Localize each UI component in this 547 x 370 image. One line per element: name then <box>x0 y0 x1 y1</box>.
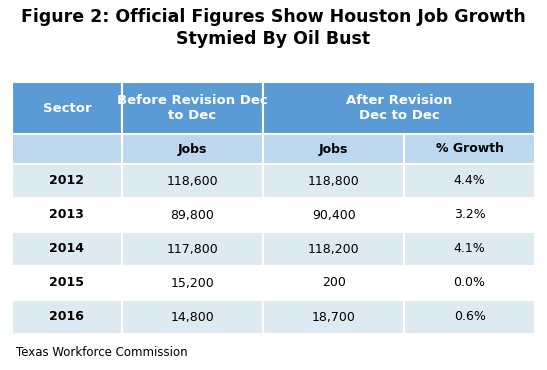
Text: 4.1%: 4.1% <box>454 242 486 256</box>
Text: 89,800: 89,800 <box>171 209 214 222</box>
Bar <box>122 134 263 164</box>
Bar <box>122 164 263 198</box>
Bar <box>122 198 263 232</box>
Bar <box>12 300 122 334</box>
Text: 2015: 2015 <box>49 276 84 289</box>
Text: 118,200: 118,200 <box>308 242 359 256</box>
Bar <box>263 164 404 198</box>
Bar <box>12 266 122 300</box>
Bar <box>12 164 122 198</box>
Text: 18,700: 18,700 <box>312 310 356 323</box>
Text: 0.6%: 0.6% <box>453 310 486 323</box>
Bar <box>12 82 122 134</box>
Text: 2012: 2012 <box>49 175 84 188</box>
Bar <box>263 232 404 266</box>
Bar <box>263 134 404 164</box>
Bar <box>263 266 404 300</box>
Bar <box>404 164 535 198</box>
Text: % Growth: % Growth <box>435 142 504 155</box>
Text: 3.2%: 3.2% <box>454 209 486 222</box>
Text: Jobs: Jobs <box>178 142 207 155</box>
Bar <box>12 198 122 232</box>
Text: 0.0%: 0.0% <box>453 276 486 289</box>
Bar <box>404 134 535 164</box>
Text: 4.4%: 4.4% <box>454 175 486 188</box>
Text: Before Revision Dec
to Dec: Before Revision Dec to Dec <box>117 94 268 122</box>
Text: 90,400: 90,400 <box>312 209 356 222</box>
Bar <box>12 232 122 266</box>
Bar <box>122 266 263 300</box>
Bar <box>404 232 535 266</box>
Text: Sector: Sector <box>43 101 91 114</box>
Bar <box>122 232 263 266</box>
Bar <box>122 300 263 334</box>
Text: 14,800: 14,800 <box>171 310 214 323</box>
Bar <box>404 266 535 300</box>
Text: 2016: 2016 <box>49 310 84 323</box>
Text: 2014: 2014 <box>49 242 84 256</box>
Text: Jobs: Jobs <box>319 142 348 155</box>
Bar <box>263 300 404 334</box>
Bar <box>404 198 535 232</box>
Text: 200: 200 <box>322 276 346 289</box>
Text: 117,800: 117,800 <box>166 242 218 256</box>
Text: 118,800: 118,800 <box>308 175 359 188</box>
Text: After Revision
Dec to Dec: After Revision Dec to Dec <box>346 94 452 122</box>
Bar <box>12 134 122 164</box>
Bar <box>404 300 535 334</box>
Text: Figure 2: Official Figures Show Houston Job Growth
Stymied By Oil Bust: Figure 2: Official Figures Show Houston … <box>21 8 526 48</box>
Bar <box>263 198 404 232</box>
Bar <box>122 82 263 134</box>
Bar <box>263 82 535 134</box>
Text: 15,200: 15,200 <box>171 276 214 289</box>
Text: Texas Workforce Commission: Texas Workforce Commission <box>16 346 188 359</box>
Text: 2013: 2013 <box>49 209 84 222</box>
Text: 118,600: 118,600 <box>167 175 218 188</box>
